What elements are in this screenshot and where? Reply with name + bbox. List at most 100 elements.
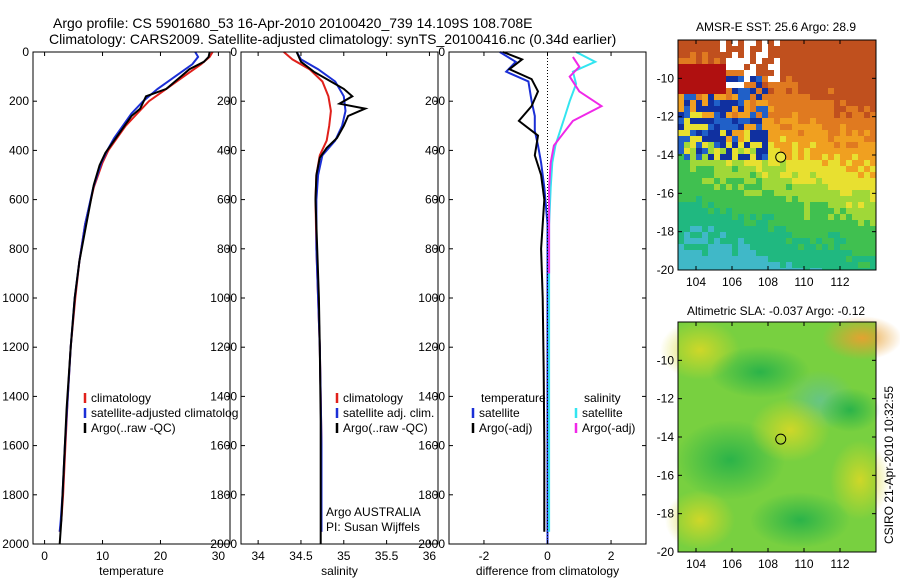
sst-cell	[792, 232, 798, 238]
sst-cell	[750, 130, 756, 136]
sst-cell	[828, 178, 834, 184]
map-y-tick-label: -18	[657, 507, 675, 521]
sst-cell	[822, 196, 828, 202]
sst-cell	[774, 40, 780, 46]
sst-cell	[696, 52, 702, 58]
sst-cell	[798, 58, 804, 64]
sst-cell	[828, 244, 834, 250]
sst-cell	[864, 148, 870, 154]
sst-cell	[816, 64, 822, 70]
sst-cell	[738, 184, 744, 190]
sst-cell	[690, 226, 696, 232]
sst-cell	[780, 220, 786, 226]
sst-cell	[798, 172, 804, 178]
sst-cell	[804, 136, 810, 142]
sst-cell	[846, 46, 852, 52]
sst-cell	[864, 82, 870, 88]
sst-cell	[744, 184, 750, 190]
sst-cell	[780, 82, 786, 88]
map-y-tick-label: -16	[657, 186, 675, 200]
sst-cell	[786, 262, 792, 268]
sst-heatmap-cells	[678, 40, 876, 270]
sst-cell	[726, 40, 732, 46]
sst-cell	[792, 196, 798, 202]
sst-cell	[708, 268, 714, 270]
sst-cell	[858, 142, 864, 148]
sst-cell	[852, 250, 858, 256]
sst-cell	[846, 256, 852, 262]
sst-cell	[786, 154, 792, 160]
sst-cell	[822, 160, 828, 166]
sla-blob	[665, 490, 735, 550]
sst-cell	[828, 202, 834, 208]
sst-cell	[798, 142, 804, 148]
sst-cell	[834, 64, 840, 70]
map-x-tick-label: 104	[686, 275, 706, 289]
sst-cell	[714, 190, 720, 196]
sst-cell	[846, 52, 852, 58]
sst-cell	[840, 184, 846, 190]
sst-cell	[828, 46, 834, 52]
sst-cell	[762, 100, 768, 106]
sst-cell	[822, 214, 828, 220]
sst-cell	[786, 250, 792, 256]
sst-cell	[726, 130, 732, 136]
sst-cell	[870, 172, 876, 178]
sst-cell	[858, 148, 864, 154]
sst-cell	[696, 184, 702, 190]
sst-cell	[762, 52, 768, 58]
sst-cell	[750, 184, 756, 190]
sst-cell	[744, 202, 750, 208]
sst-cell	[858, 172, 864, 178]
sst-cell	[816, 160, 822, 166]
sst-cell	[768, 262, 774, 268]
sst-cell	[804, 76, 810, 82]
sst-cell	[774, 70, 780, 76]
sst-cell	[852, 238, 858, 244]
sst-cell	[852, 52, 858, 58]
sst-cell	[750, 136, 756, 142]
sst-cell	[756, 52, 762, 58]
sst-cell	[786, 94, 792, 100]
sst-cell	[762, 136, 768, 142]
sst-cell	[738, 250, 744, 256]
sst-cell	[786, 46, 792, 52]
sst-cell	[786, 40, 792, 46]
sst-cell	[684, 256, 690, 262]
sst-cell	[738, 178, 744, 184]
sst-cell	[810, 256, 816, 262]
sst-cell	[744, 154, 750, 160]
sst-cell	[744, 190, 750, 196]
sst-cell	[684, 82, 690, 88]
sst-cell	[702, 220, 708, 226]
sst-cell	[822, 202, 828, 208]
sst-cell	[864, 238, 870, 244]
sst-cell	[798, 196, 804, 202]
sst-cell	[870, 40, 876, 46]
sst-cell	[678, 208, 684, 214]
sst-cell	[822, 142, 828, 148]
sst-cell	[846, 76, 852, 82]
sst-cell	[846, 106, 852, 112]
sst-cell	[762, 256, 768, 262]
sst-cell	[720, 76, 726, 82]
sst-cell	[708, 202, 714, 208]
sst-cell	[840, 166, 846, 172]
sst-cell	[864, 226, 870, 232]
map-x-tick-label: 108	[758, 275, 778, 289]
sst-cell	[702, 232, 708, 238]
sst-cell	[690, 244, 696, 250]
sst-cell	[816, 250, 822, 256]
sst-cell	[828, 94, 834, 100]
series-line-2	[295, 51, 369, 544]
sst-cell	[732, 226, 738, 232]
sst-cell	[732, 64, 738, 70]
sst-cell	[720, 232, 726, 238]
sst-cell	[828, 220, 834, 226]
sst-cell	[810, 136, 816, 142]
sst-cell	[696, 94, 702, 100]
sst-cell	[684, 196, 690, 202]
sst-cell	[714, 220, 720, 226]
sst-cell	[786, 190, 792, 196]
sst-cell	[774, 64, 780, 70]
